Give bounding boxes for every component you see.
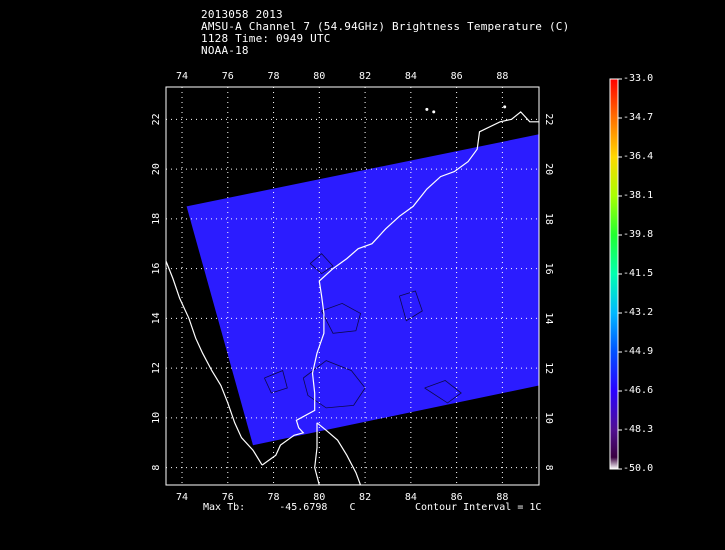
latitude-tick-right: 8: [543, 465, 554, 471]
colorbar-gradient: [609, 78, 619, 470]
latitude-tick-left: 16: [151, 263, 162, 275]
temperature-contour: [424, 380, 462, 404]
longitude-tick-bottom: 86: [451, 492, 463, 503]
latitude-tick-right: 16: [543, 263, 554, 275]
header-date: 2013058 2013: [201, 8, 283, 21]
latitude-tick-right: 14: [543, 312, 554, 324]
longitude-tick-top: 86: [451, 71, 463, 82]
island-mark: [425, 107, 429, 111]
header-product: AMSU-A Channel 7 (54.94GHz) Brightness T…: [201, 20, 570, 33]
colorbar-tick-label: -38.1: [623, 190, 654, 201]
longitude-tick-top: 80: [313, 71, 325, 82]
island-mark: [432, 110, 436, 114]
latitude-tick-left: 14: [151, 312, 162, 324]
swath-layer: [186, 134, 539, 446]
longitude-tick-bottom: 82: [359, 492, 371, 503]
colorbar-tick-label: -36.4: [623, 151, 654, 162]
temperature-contour: [321, 302, 361, 334]
latitude-tick-right: 22: [543, 113, 554, 125]
longitude-tick-bottom: 78: [268, 492, 280, 503]
india-coastline: [166, 260, 263, 466]
latitude-tick-left: 8: [151, 465, 162, 471]
latitude-tick-right: 10: [543, 412, 554, 424]
graticule-grid: [166, 87, 539, 485]
longitude-tick-top: 76: [222, 71, 234, 82]
longitude-tick-top: 88: [496, 71, 508, 82]
longitude-tick-top: 84: [405, 71, 417, 82]
longitude-tick-top: 78: [268, 71, 280, 82]
longitude-tick-bottom: 88: [496, 492, 508, 503]
longitude-tick-top: 82: [359, 71, 371, 82]
latitude-tick-left: 22: [151, 113, 162, 125]
colorbar-tick-label: -46.6: [623, 385, 654, 396]
max-tb-readout: Max Tb: -45.6798 C: [203, 502, 355, 513]
longitude-tick-bottom: 74: [176, 492, 188, 503]
temperature-contour: [309, 253, 334, 275]
coastline-layer: [166, 105, 539, 485]
header-satellite: NOAA-18: [201, 44, 249, 57]
max-tb-unit: C: [349, 502, 356, 513]
colorbar-tick-label: -39.8: [623, 229, 654, 240]
colorbar-tick-label: -48.3: [623, 424, 654, 435]
map-frame: [165, 86, 540, 486]
longitude-tick-bottom: 80: [313, 492, 325, 503]
map-header: 2013058 2013 AMSU-A Channel 7 (54.94GHz)…: [201, 9, 569, 57]
latitude-tick-left: 10: [151, 412, 162, 424]
colorbar-tick-label: -43.2: [623, 307, 654, 318]
longitude-tick-top: 74: [176, 71, 188, 82]
sri-lanka-coastline: [314, 422, 362, 485]
temperature-contour: [399, 290, 423, 322]
max-tb-label: Max Tb:: [203, 502, 246, 513]
max-tb-value: -45.6798: [279, 502, 328, 513]
header-time: 1128 Time: 0949 UTC: [201, 32, 331, 45]
contour-interval: Contour Interval = 1C: [415, 502, 542, 513]
latitude-tick-right: 20: [543, 163, 554, 175]
latitude-tick-left: 12: [151, 362, 162, 374]
colorbar-tick-label: -44.9: [623, 346, 654, 357]
satellite-swath: [186, 134, 539, 446]
longitude-tick-bottom: 76: [222, 492, 234, 503]
colorbar-tick-label: -33.0: [623, 73, 654, 84]
latitude-tick-right: 18: [543, 213, 554, 225]
colorbar-tick-label: -41.5: [623, 268, 654, 279]
temperature-contour: [264, 370, 288, 394]
colorbar-tick-label: -50.0: [623, 463, 654, 474]
temperature-contour: [302, 360, 366, 409]
island-mark: [503, 105, 507, 109]
india-coastline: [261, 111, 539, 466]
latitude-tick-right: 12: [543, 362, 554, 374]
colorbar-tick-label: -34.7: [623, 112, 654, 123]
latitude-tick-left: 20: [151, 163, 162, 175]
longitude-tick-bottom: 84: [405, 492, 417, 503]
latitude-tick-left: 18: [151, 213, 162, 225]
